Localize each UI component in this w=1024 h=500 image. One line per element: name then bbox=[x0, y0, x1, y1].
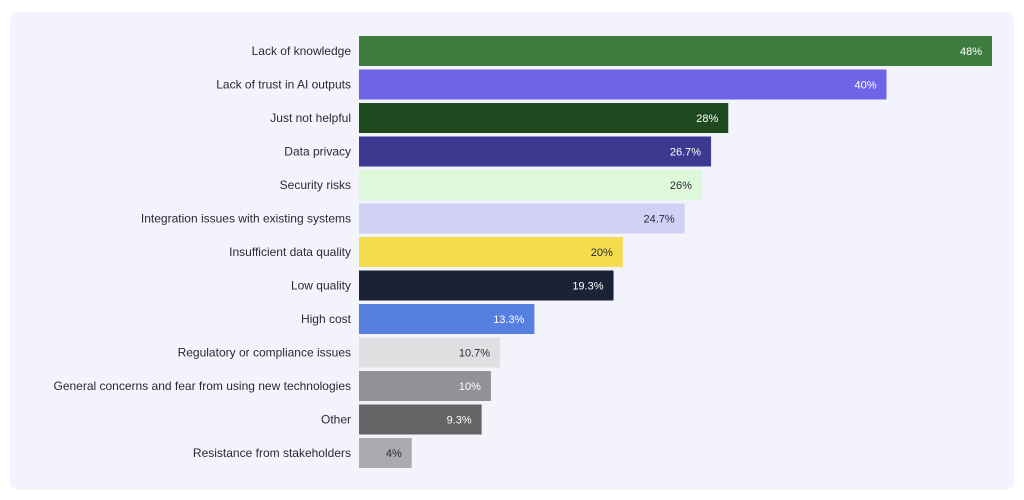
category-label: Insufficient data quality bbox=[229, 245, 351, 259]
category-label: General concerns and fear from using new… bbox=[53, 379, 351, 393]
value-label: 20% bbox=[591, 247, 613, 259]
bar bbox=[359, 136, 712, 167]
bar bbox=[359, 170, 702, 200]
bar bbox=[359, 237, 623, 267]
value-label: 24.7% bbox=[644, 214, 675, 226]
category-label: Other bbox=[321, 413, 351, 427]
bar bbox=[359, 371, 491, 401]
value-label: 26% bbox=[670, 180, 692, 192]
category-label: High cost bbox=[301, 312, 352, 326]
category-label: Resistance from stakeholders bbox=[193, 446, 351, 460]
category-label: Regulatory or compliance issues bbox=[178, 346, 351, 360]
category-label: Low quality bbox=[291, 279, 351, 293]
category-label: Data privacy bbox=[284, 145, 351, 159]
bar bbox=[359, 36, 992, 66]
value-label: 28% bbox=[696, 113, 718, 125]
value-label: 26.7% bbox=[670, 147, 701, 159]
value-label: 10% bbox=[459, 381, 481, 393]
category-label: Lack of knowledge bbox=[252, 44, 352, 58]
value-label: 9.3% bbox=[447, 415, 472, 427]
bar bbox=[359, 438, 412, 468]
category-label: Security risks bbox=[280, 178, 351, 192]
bar bbox=[359, 69, 887, 100]
category-label: Lack of trust in AI outputs bbox=[216, 78, 351, 92]
value-label: 13.3% bbox=[493, 314, 524, 326]
bar bbox=[359, 404, 482, 435]
value-label: 4% bbox=[386, 448, 402, 460]
value-label: 40% bbox=[854, 80, 876, 92]
category-label: Integration issues with existing systems bbox=[141, 212, 351, 226]
value-label: 48% bbox=[960, 46, 982, 58]
bar bbox=[359, 337, 501, 368]
category-label: Just not helpful bbox=[270, 111, 351, 125]
bar bbox=[359, 203, 685, 234]
bar bbox=[359, 304, 535, 334]
value-label: 19.3% bbox=[572, 281, 603, 293]
bar bbox=[359, 270, 614, 301]
bar bbox=[359, 103, 729, 133]
value-label: 10.7% bbox=[459, 348, 490, 360]
